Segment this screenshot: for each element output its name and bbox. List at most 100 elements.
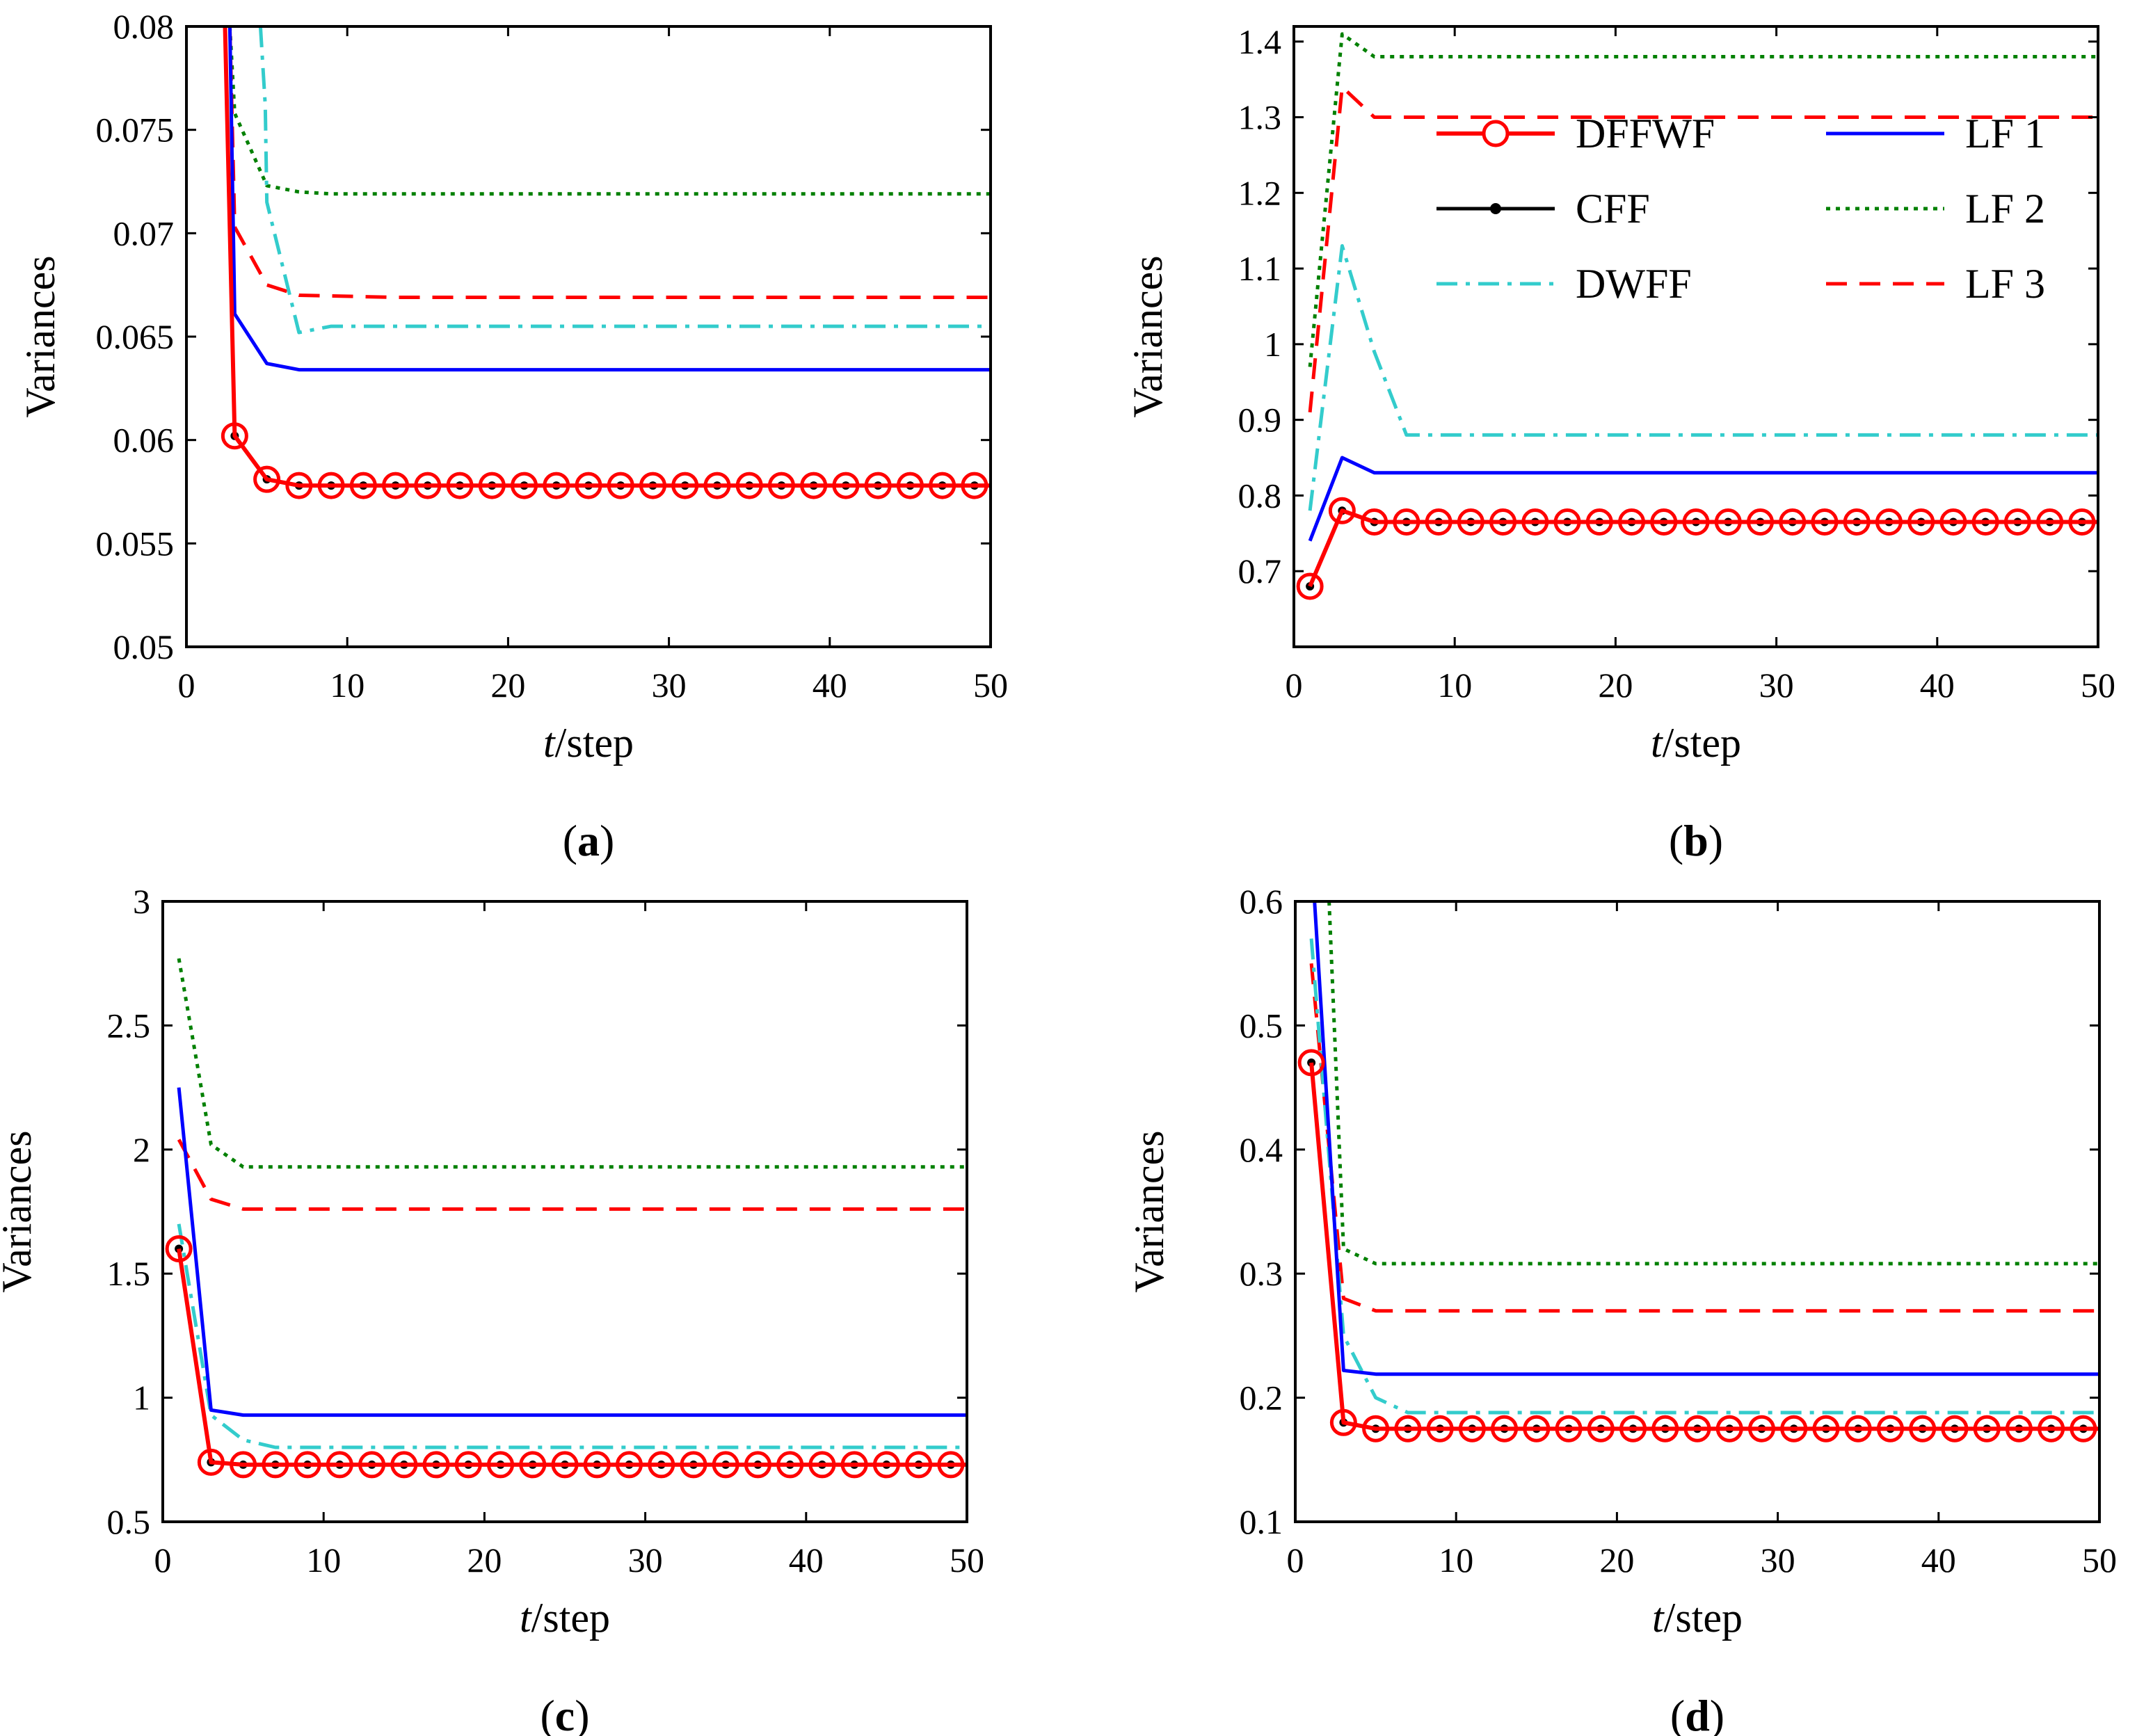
series-line-dffwf	[177, 1248, 967, 1467]
dffwf-marker	[1941, 1415, 1969, 1442]
legend: DFFWF LF 1 CFF LF 2 DWFF LF 3	[1436, 111, 2045, 307]
x-tick-label: 0	[1286, 666, 1303, 705]
dffwf-marker	[615, 1451, 643, 1479]
dffwf-marker	[1843, 508, 1871, 536]
y-tick-label: 0.9	[1238, 401, 1282, 440]
legend-item-dffwf: DFFWF	[1436, 111, 1715, 156]
dffwf-marker	[326, 1451, 353, 1479]
y-tick-label: 0.07	[113, 214, 175, 252]
y-tick-label: 0.6	[1240, 882, 1283, 921]
y-tick-label: 0.2	[1240, 1379, 1283, 1417]
dffwf-marker	[1491, 1415, 1519, 1442]
dffwf-marker	[1973, 1415, 2001, 1442]
x-tick-label: 0	[178, 666, 195, 705]
x-tick-label: 50	[2082, 1541, 2117, 1580]
dffwf-marker	[2005, 1415, 2033, 1442]
dffwf-marker	[454, 1451, 482, 1479]
dffwf-marker	[487, 1451, 515, 1479]
y-tick-label: 1.2	[1238, 173, 1282, 212]
dffwf-marker	[800, 472, 828, 499]
dffwf-marker	[1876, 1415, 1904, 1442]
dffwf-marker	[285, 472, 313, 499]
y-tick-label: 0.08	[113, 7, 175, 46]
x-tick-label: 30	[1759, 666, 1794, 705]
x-tick-label: 40	[789, 1541, 824, 1580]
dffwf-marker	[1296, 572, 1324, 600]
dffwf-marker	[1971, 508, 1999, 536]
y-tick-label: 2	[133, 1130, 150, 1169]
dffwf-marker	[446, 472, 474, 499]
dffwf-marker	[1619, 1415, 1647, 1442]
axes-box	[1294, 900, 2101, 1523]
panel-label: (c)	[540, 1691, 589, 1736]
dffwf-marker	[349, 472, 377, 499]
dffwf-marker	[929, 472, 957, 499]
y-axis-label: Variances	[17, 255, 63, 417]
dffwf-marker	[735, 472, 763, 499]
x-tick-label: 10	[330, 666, 365, 705]
series-group	[1296, 32, 2098, 600]
x-axis-label: t/step	[1652, 1595, 1743, 1641]
series-line-lf-2	[1308, 32, 2098, 367]
series-line-dwff	[258, 26, 991, 335]
dffwf-marker	[1297, 1049, 1325, 1077]
series-group	[1297, 901, 2099, 1442]
dffwf-marker	[2003, 508, 2031, 536]
x-tick-label: 50	[950, 1541, 984, 1580]
dffwf-marker	[744, 1451, 771, 1479]
y-tick-label: 0.1	[1240, 1502, 1283, 1541]
y-tick-label: 1	[133, 1379, 150, 1417]
dffwf-marker	[872, 1451, 900, 1479]
dffwf-marker	[294, 1451, 321, 1479]
dffwf-marker	[776, 1451, 804, 1479]
y-tick-label: 1.1	[1238, 249, 1282, 288]
series-line-lf-3	[177, 1139, 967, 1211]
y-axis-label: Variances	[0, 1130, 40, 1292]
panel-b: 0 10 20 30 40 50 0.7 0.8 0.9 1 1.1 1.2 1.3 1.4 t/step V…	[1125, 22, 2115, 865]
y-tick-label: 0.065	[96, 317, 175, 356]
dffwf-marker	[1426, 1415, 1454, 1442]
y-tick-label: 0.075	[96, 111, 175, 150]
x-tick-label: 20	[467, 1541, 502, 1580]
panel-d: 0 10 20 30 40 50 0.1 0.2 0.3 0.4 0.5 0.6 t/step Varia…	[1126, 882, 2117, 1736]
dffwf-marker	[840, 1451, 868, 1479]
series-line-lf-1	[177, 1087, 967, 1417]
series-line-lf-2	[177, 958, 967, 1169]
y-tick-label: 0.4	[1240, 1130, 1283, 1169]
y-axis-label: Variances	[1125, 255, 1171, 417]
series-line-lf-2	[227, 26, 991, 196]
y-tick-label: 2.5	[107, 1006, 151, 1045]
y-axis-label: Variances	[1126, 1130, 1172, 1292]
series-line-dwff	[1309, 938, 2099, 1415]
dffwf-marker	[1362, 1415, 1390, 1442]
dffwf-marker	[1811, 508, 1839, 536]
dffwf-marker	[1939, 508, 1967, 536]
x-tick-label: 0	[1287, 1541, 1304, 1580]
dffwf-marker	[1683, 1415, 1711, 1442]
series-line-dffwf	[1309, 1062, 2099, 1431]
dffwf-marker	[767, 472, 795, 499]
dffwf-marker	[1361, 508, 1388, 536]
dffwf-marker	[1489, 508, 1517, 536]
y-tick-label: 0.3	[1240, 1254, 1283, 1293]
dffwf-marker	[1457, 508, 1484, 536]
dffwf-marker	[1553, 508, 1581, 536]
y-tick-label: 0.055	[96, 524, 175, 563]
dffwf-marker	[165, 1235, 193, 1263]
panel-label: (b)	[1669, 816, 1723, 865]
axes-box	[185, 25, 992, 648]
dffwf-marker	[1746, 508, 1774, 536]
dffwf-marker	[358, 1451, 386, 1479]
legend-label: LF 2	[1965, 186, 2045, 232]
dffwf-marker	[197, 1448, 225, 1476]
dffwf-marker	[1909, 1415, 1937, 1442]
dffwf-marker	[422, 1451, 450, 1479]
dffwf-marker	[937, 1451, 965, 1479]
dffwf-marker	[1651, 1415, 1679, 1442]
dffwf-marker	[478, 472, 506, 499]
dffwf-marker	[1844, 1415, 1872, 1442]
x-tick-label: 30	[1761, 1541, 1795, 1580]
y-tick-label: 0.5	[107, 1502, 151, 1541]
dffwf-marker	[905, 1451, 933, 1479]
